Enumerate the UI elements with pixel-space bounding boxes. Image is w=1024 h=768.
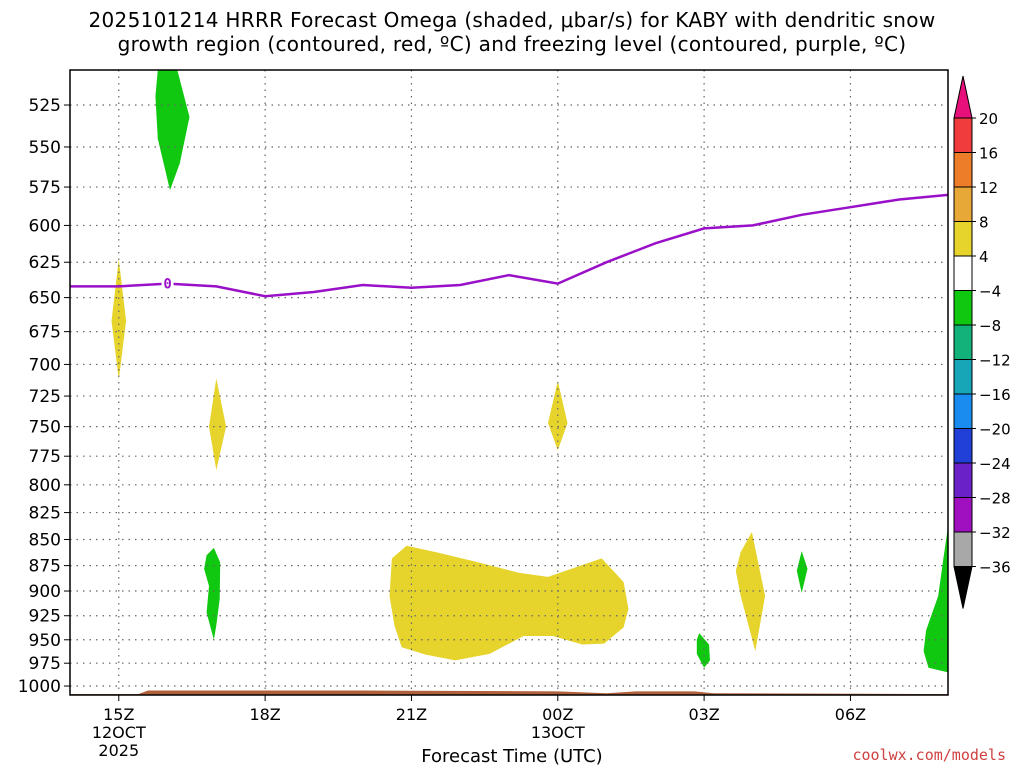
colorbar-label-0: 20 xyxy=(979,110,998,128)
x-tick-label-06Z: 06Z xyxy=(835,705,866,724)
omega-region-7 xyxy=(696,633,710,668)
freezing-level-label: 0 xyxy=(163,277,171,293)
x-axis-label: Forecast Time (UTC) xyxy=(421,746,603,767)
colorbar-bin-13 xyxy=(953,531,973,567)
colorbar-label-10: −24 xyxy=(979,455,1011,473)
y-tick-label-900: 900 xyxy=(29,582,61,602)
axes-layer: 525 550 575 600 625 650 675 700 725 750 775 800 825 8… xyxy=(18,69,949,760)
y-tick-label-775: 775 xyxy=(29,447,61,467)
chart-title-line2: growth region (contoured, red, ºC) and f… xyxy=(117,32,907,56)
colorbar-bin-12 xyxy=(953,497,973,533)
omega-region-1 xyxy=(209,378,227,471)
x-tick-sublabel-15Z-0: 12OCT xyxy=(92,723,146,742)
colorbar-label-12: −32 xyxy=(979,524,1011,542)
x-tick-sublabel-00Z-0: 13OCT xyxy=(531,723,585,742)
y-tick-label-1000: 1000 xyxy=(18,677,61,697)
y-tick-label-625: 625 xyxy=(29,253,61,273)
y-tick-label-875: 875 xyxy=(29,557,61,577)
y-tick-label-525: 525 xyxy=(29,96,61,116)
colorbar-label-5: −4 xyxy=(979,283,1001,301)
colorbar-top-arrow xyxy=(953,75,973,119)
y-tick-label-725: 725 xyxy=(29,387,61,407)
colorbar-bin-5 xyxy=(953,255,973,291)
omega-region-9 xyxy=(923,526,948,673)
x-tick-label-21Z: 21Z xyxy=(396,705,427,724)
colorbar-label-8: −16 xyxy=(979,386,1011,404)
x-tick-label-15Z: 15Z xyxy=(103,705,134,724)
omega-region-3 xyxy=(389,545,629,661)
ground-surface xyxy=(70,690,948,695)
grid-lines xyxy=(70,70,948,695)
colorbar-bottom-arrow xyxy=(953,566,973,609)
colorbar-bin-7 xyxy=(953,324,973,360)
y-tick-label-675: 675 xyxy=(29,323,61,343)
colorbar-label-9: −20 xyxy=(979,421,1011,439)
colorbar-label-4: 4 xyxy=(979,248,989,266)
x-tick-sublabel-15Z-1: 2025 xyxy=(98,741,139,760)
x-tick-label-03Z: 03Z xyxy=(688,705,719,724)
colorbar: 20 16 12 8 4 −4 −8 −12 −16 −20 −24 −28 −32 −36 xyxy=(953,75,1011,609)
colorbar-label-1: 16 xyxy=(979,145,998,163)
colorbar-bin-6 xyxy=(953,290,973,326)
y-tick-label-800: 800 xyxy=(29,476,61,496)
colorbar-bin-2 xyxy=(953,152,973,188)
colorbar-bin-11 xyxy=(953,462,973,498)
colorbar-label-11: −28 xyxy=(979,490,1011,508)
y-tick-label-750: 750 xyxy=(29,418,61,438)
y-tick-label-600: 600 xyxy=(29,216,61,236)
y-tick-label-650: 650 xyxy=(29,289,61,309)
colorbar-bin-10 xyxy=(953,428,973,464)
plot-frame xyxy=(69,69,949,696)
colorbar-label-3: 8 xyxy=(979,214,989,232)
x-tick-label-18Z: 18Z xyxy=(249,705,280,724)
y-tick-label-975: 975 xyxy=(29,654,61,674)
x-tick-label-00Z: 00Z xyxy=(542,705,573,724)
freezing-level-label-bg xyxy=(161,275,174,292)
colorbar-bin-8 xyxy=(953,359,973,395)
freezing-level-line xyxy=(70,193,949,298)
y-tick-label-925: 925 xyxy=(29,607,61,627)
freezing-level-layer: 0 xyxy=(70,193,949,298)
colorbar-label-13: −36 xyxy=(979,559,1011,577)
y-tick-label-850: 850 xyxy=(29,530,61,550)
colorbar-label-2: 12 xyxy=(979,179,998,197)
omega-region-4 xyxy=(735,532,766,652)
colorbar-label-7: −12 xyxy=(979,352,1011,370)
y-tick-label-700: 700 xyxy=(29,355,61,375)
omega-region-5 xyxy=(155,70,190,191)
colorbar-bin-3 xyxy=(953,186,973,222)
watermark: coolwx.com/models xyxy=(852,746,1006,764)
colorbar-label-6: −8 xyxy=(979,317,1001,335)
colorbar-bin-9 xyxy=(953,393,973,429)
chart-title-line1: 2025101214 HRRR Forecast Omega (shaded, … xyxy=(88,8,936,32)
chart-title: 2025101214 HRRR Forecast Omega (shaded, … xyxy=(0,8,1024,56)
y-tick-label-950: 950 xyxy=(29,631,61,651)
y-tick-label-825: 825 xyxy=(29,504,61,524)
omega-region-6 xyxy=(204,547,221,640)
omega-region-0 xyxy=(111,259,127,380)
y-tick-label-575: 575 xyxy=(29,178,61,198)
y-tick-label-550: 550 xyxy=(29,138,61,158)
colorbar-bin-4 xyxy=(953,221,973,257)
colorbar-bin-1 xyxy=(953,117,973,153)
omega-region-8 xyxy=(796,551,808,593)
